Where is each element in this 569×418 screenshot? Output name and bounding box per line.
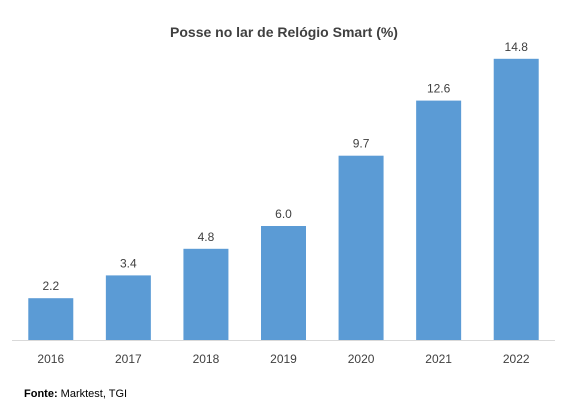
x-tick-labels-group: 2016 2017 2018 2019 2020 2021 2022 [37,352,529,366]
bar-2016 [28,298,74,340]
bars-group [28,58,539,341]
value-label-2017: 3.4 [120,256,137,270]
bar-2021 [416,100,462,340]
value-label-2020: 9.7 [353,137,370,151]
value-label-2021: 12.6 [427,82,451,96]
x-tick-label-2018: 2018 [193,352,220,366]
chart-title: Posse no lar de Relógio Smart (%) [170,24,398,40]
bar-2020 [338,155,384,340]
value-label-2022: 14.8 [505,40,529,54]
x-tick-label-2021: 2021 [425,352,452,366]
value-label-2019: 6.0 [275,207,292,221]
bar-chart: Posse no lar de Relógio Smart (%) 2.2 3.4… [12,24,555,366]
x-tick-label-2019: 2019 [270,352,297,366]
source-note: Fonte: Marktest, TGI [24,388,127,400]
bar-2018 [183,248,229,340]
x-tick-label-2016: 2016 [37,352,64,366]
value-labels-group: 2.2 3.4 4.8 6.0 9.7 12.6 14.8 [42,40,528,293]
source-text: Marktest, TGI [57,388,128,400]
bar-2022 [493,58,539,341]
source-prefix: Fonte: [24,388,58,400]
x-tick-label-2017: 2017 [115,352,142,366]
value-label-2018: 4.8 [198,230,215,244]
x-tick-label-2022: 2022 [503,352,530,366]
bar-2019 [261,226,306,340]
x-tick-label-2020: 2020 [348,352,375,366]
bar-2017 [105,275,151,340]
value-label-2016: 2.2 [42,279,59,293]
